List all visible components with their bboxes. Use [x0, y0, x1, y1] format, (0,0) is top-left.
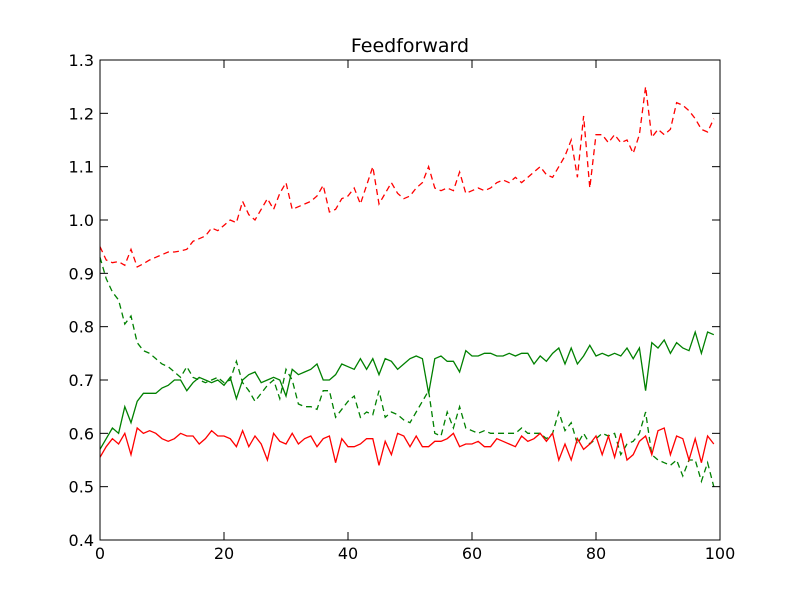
y-tick-label: 1.3 [69, 51, 94, 70]
y-tick-label: 0.6 [69, 424, 94, 443]
series-line-1 [99, 257, 715, 487]
y-tick-label: 1.0 [69, 211, 94, 230]
x-tick-label: 20 [214, 544, 234, 563]
y-tick-label: 0.4 [69, 531, 94, 550]
x-tick-label: 40 [338, 544, 358, 563]
y-tick-label: 0.9 [69, 264, 94, 283]
plot-area-frame [99, 59, 721, 541]
series-line-2 [99, 329, 715, 450]
series-layer [99, 86, 715, 487]
chart-title: Feedforward [351, 35, 469, 57]
y-tick-label: 0.7 [69, 371, 94, 390]
x-tick-label: 60 [462, 544, 482, 563]
y-tick-label: 1.1 [69, 158, 94, 177]
series-line-0 [99, 86, 715, 268]
x-tick-label: 80 [586, 544, 606, 563]
x-tick-label: 100 [705, 544, 736, 563]
tick-layer: 0 20 40 60 80 100 0.4 0.5 0.6 0.7 0.8 0.9 1.0 1.1 1.2 1… [69, 51, 736, 563]
y-tick-label: 0.5 [69, 478, 94, 497]
y-tick-label: 0.8 [69, 318, 94, 337]
x-tick-label: 0 [95, 544, 105, 563]
series-line-3 [99, 426, 715, 466]
y-tick-label: 1.2 [69, 104, 94, 123]
